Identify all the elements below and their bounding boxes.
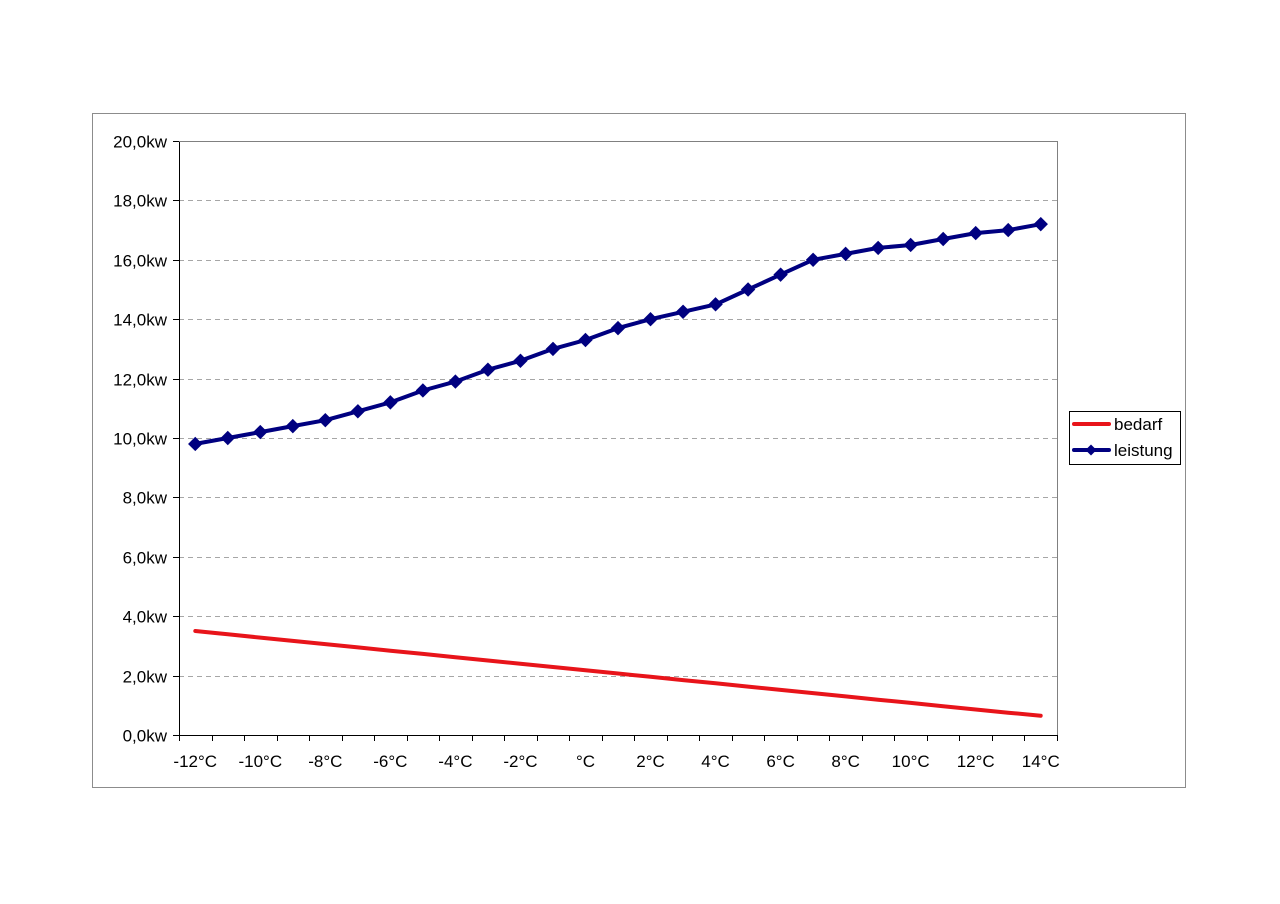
chart-area: 0,0kw 2,0kw 4,0kw 6,0kw 8,0kw 10,0kw 12,0kw 14,… <box>92 113 1186 788</box>
data-point-leistung <box>285 418 301 434</box>
series-line-bedarf <box>193 629 1043 718</box>
x-tick-label: -4°C <box>438 752 472 771</box>
data-point-leistung <box>480 362 496 377</box>
data-point-leistung <box>545 341 561 357</box>
legend: bedarf leistung <box>1069 411 1181 465</box>
x-tick-label: -2°C <box>503 752 537 771</box>
x-tick-label: -8°C <box>308 752 342 771</box>
legend-box <box>1069 411 1181 465</box>
x-tick-label: °C <box>576 752 595 771</box>
x-axis-tick-labels: -12°C -10°C -8°C -6°C -4°C -2°C °C 2°C 4°C 6°C 8°C… <box>173 752 1059 771</box>
legend-marker-leistung <box>1085 444 1097 456</box>
x-tick-label: 12°C <box>957 752 995 771</box>
y-tick-label: 16,0kw <box>113 252 168 271</box>
y-tick-label: 14,0kw <box>113 311 168 330</box>
data-point-leistung <box>838 246 853 262</box>
data-point-leistung <box>318 412 333 428</box>
y-tick-label: 2,0kw <box>123 668 168 687</box>
data-point-leistung <box>935 231 951 247</box>
data-point-leistung <box>610 320 626 336</box>
gridlines <box>179 141 1057 677</box>
data-point-leistung <box>253 424 268 440</box>
x-tick-label: -6°C <box>373 752 407 771</box>
x-tick-label: 10°C <box>892 752 930 771</box>
data-point-leistung <box>1001 222 1016 238</box>
y-tick-label: 0,0kw <box>123 727 168 746</box>
data-point-leistung <box>578 332 593 348</box>
data-point-leistung <box>1033 216 1048 232</box>
x-tick-label: -12°C <box>173 752 217 771</box>
y-tick-label: 12,0kw <box>113 371 168 390</box>
data-point-leistung <box>773 267 788 282</box>
x-tick-label: 2°C <box>636 752 665 771</box>
y-tick-label: 6,0kw <box>123 549 168 568</box>
x-tick-label: -10°C <box>238 752 282 771</box>
data-point-leistung <box>415 383 431 398</box>
data-point-leistung <box>513 353 528 368</box>
x-tick-label: 8°C <box>831 752 860 771</box>
data-point-leistung <box>448 374 463 389</box>
legend-label-leistung: leistung <box>1114 441 1173 460</box>
y-tick-label: 20,0kw <box>113 133 168 152</box>
y-tick-label: 4,0kw <box>123 608 168 627</box>
data-point-leistung <box>805 252 821 268</box>
data-series <box>188 216 1048 718</box>
data-point-leistung <box>870 240 886 256</box>
data-point-leistung <box>903 237 918 253</box>
x-tick-label: 14°C <box>1022 752 1060 771</box>
x-tick-label: 6°C <box>766 752 795 771</box>
x-tick-label: 4°C <box>701 752 730 771</box>
data-point-leistung <box>220 430 235 446</box>
y-axis-tick-labels: 0,0kw 2,0kw 4,0kw 6,0kw 8,0kw 10,0kw 12,0kw 14,… <box>113 133 168 746</box>
axes <box>173 141 1058 741</box>
data-point-leistung <box>675 304 691 319</box>
data-point-leistung <box>188 436 203 452</box>
data-point-leistung <box>708 297 723 312</box>
data-point-leistung <box>968 225 983 241</box>
line-chart: 0,0kw 2,0kw 4,0kw 6,0kw 8,0kw 10,0kw 12,0kw 14,… <box>113 133 1181 771</box>
y-tick-label: 18,0kw <box>113 192 168 211</box>
data-point-leistung <box>740 282 756 297</box>
data-point-leistung <box>383 395 398 410</box>
data-point-leistung <box>350 404 366 419</box>
y-tick-label: 10,0kw <box>113 430 168 449</box>
data-point-leistung <box>643 311 658 327</box>
legend-label-bedarf: bedarf <box>1114 415 1162 434</box>
y-tick-label: 8,0kw <box>123 489 168 508</box>
